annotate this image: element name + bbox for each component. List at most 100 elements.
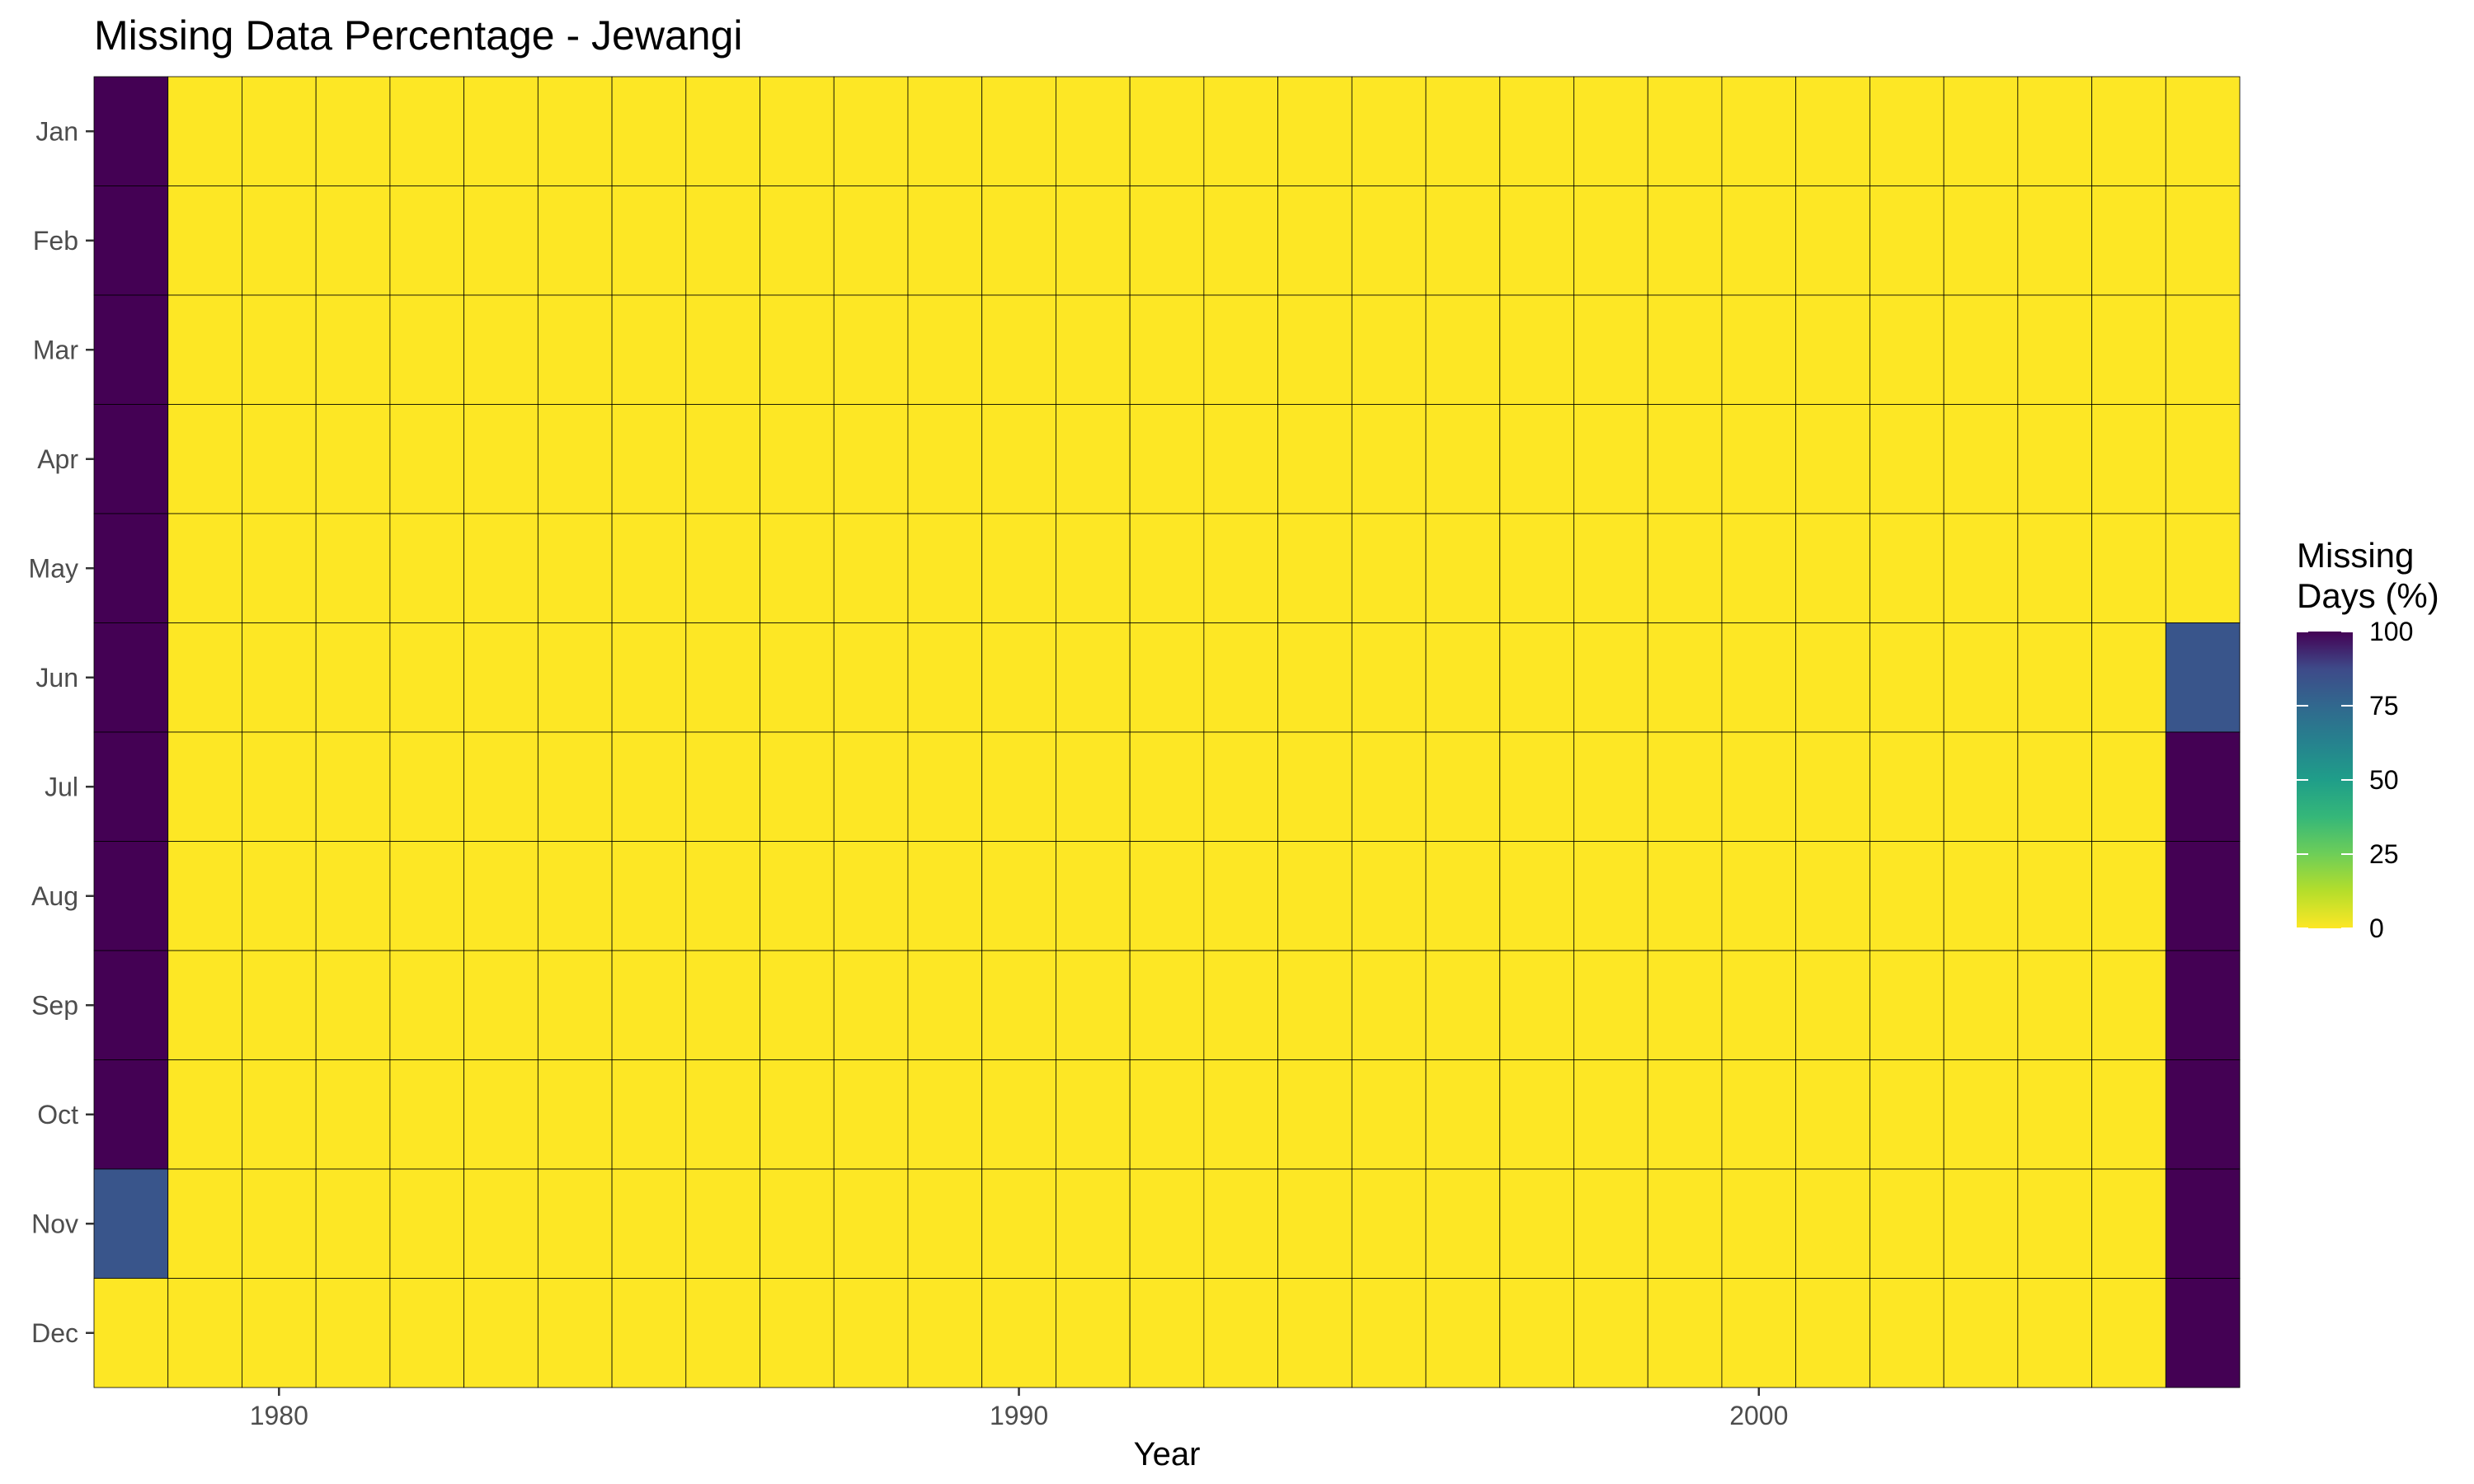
heatmap-cell [833, 841, 909, 951]
heatmap-cell [1203, 1278, 1278, 1388]
heatmap-cell [537, 731, 613, 842]
heatmap-cell [1129, 294, 1205, 405]
heatmap-cell [1056, 294, 1131, 405]
heatmap-cell [1203, 950, 1278, 1060]
heatmap-cell [760, 404, 835, 514]
heatmap-cell [463, 404, 539, 514]
heatmap-cell [685, 841, 760, 951]
heatmap-cell [1203, 622, 1278, 733]
heatmap-cell [315, 76, 391, 186]
heatmap-cell [1425, 1168, 1501, 1279]
heatmap-cell [537, 513, 613, 623]
heatmap-cell [1277, 841, 1352, 951]
heatmap-cell [1869, 1168, 1945, 1279]
heatmap-cell [1647, 622, 1723, 733]
heatmap-cell [760, 1278, 835, 1388]
y-tick-label: Feb [33, 226, 78, 256]
heatmap-cell [2017, 731, 2092, 842]
heatmap-cell [463, 950, 539, 1060]
heatmap-cell [1203, 404, 1278, 514]
heatmap-cell [760, 513, 835, 623]
heatmap-cell [1573, 186, 1649, 296]
heatmap-cell [93, 294, 169, 405]
chart-title: Missing Data Percentage - Jewangi [94, 12, 743, 59]
heatmap-cell [1351, 1278, 1427, 1388]
heatmap-cell [907, 186, 983, 296]
heatmap-cell [1277, 186, 1352, 296]
heatmap-cell [1129, 1059, 1205, 1170]
heatmap-cell [907, 513, 983, 623]
heatmap-cell [1647, 1059, 1723, 1170]
heatmap-cell [389, 513, 465, 623]
heatmap-cell [2017, 513, 2092, 623]
heatmap-cell [2091, 1278, 2166, 1388]
heatmap-cell [2165, 950, 2241, 1060]
heatmap-cell [242, 622, 317, 733]
heatmap-cell [1277, 731, 1352, 842]
heatmap-cell [1869, 76, 1945, 186]
heatmap-cell [242, 1168, 317, 1279]
heatmap-cell [1647, 186, 1723, 296]
heatmap-cell [907, 841, 983, 951]
y-tick-label: Nov [31, 1209, 78, 1238]
heatmap-cell [2017, 841, 2092, 951]
heatmap-cell [93, 731, 169, 842]
y-tick-label: Jun [35, 663, 78, 693]
heatmap-cell [389, 731, 465, 842]
heatmap-cell [1129, 1168, 1205, 1279]
heatmap-cell [93, 1059, 169, 1170]
heatmap-cell [1795, 841, 1870, 951]
heatmap-cell [760, 731, 835, 842]
heatmap-cell [611, 841, 687, 951]
heatmap-cell [685, 404, 760, 514]
heatmap-cell [760, 76, 835, 186]
heatmap-cell [537, 404, 613, 514]
heatmap-cell [1647, 950, 1723, 1060]
heatmap-cell [537, 1059, 613, 1170]
heatmap-cell [1056, 950, 1131, 1060]
heatmap-cell [685, 76, 760, 186]
heatmap-cell [685, 294, 760, 405]
heatmap-cell [1573, 1059, 1649, 1170]
heatmap-cell [1573, 513, 1649, 623]
heatmap-cell [167, 950, 242, 1060]
heatmap-cell [611, 622, 687, 733]
heatmap-cell [1943, 841, 2019, 951]
y-tick-label: Sep [31, 990, 78, 1020]
heatmap-cell [1056, 404, 1131, 514]
heatmap-cell [833, 186, 909, 296]
heatmap-cell [315, 622, 391, 733]
heatmap-cell [389, 1168, 465, 1279]
heatmap-cell [167, 186, 242, 296]
heatmap-cell [1499, 76, 1574, 186]
heatmap-cell [1573, 731, 1649, 842]
heatmap-cell [1795, 513, 1870, 623]
y-axis: Jan Feb Mar Apr May Jun Jul Aug Sep Oct Nov Dec [29, 116, 94, 1348]
heatmap-cell [1795, 404, 1870, 514]
heatmap-cell [315, 513, 391, 623]
heatmap-cell [167, 841, 242, 951]
heatmap-cell [2091, 622, 2166, 733]
heatmap-cell [1869, 950, 1945, 1060]
heatmap-cell [1425, 731, 1501, 842]
heatmap-cell [1499, 513, 1574, 623]
heatmap-cell [1425, 404, 1501, 514]
heatmap-cell [1277, 294, 1352, 405]
heatmap-cell [2017, 622, 2092, 733]
heatmap-cell [833, 950, 909, 1060]
heatmap-cell [1795, 186, 1870, 296]
heatmap-cell [981, 294, 1056, 405]
heatmap-cell [167, 76, 242, 186]
heatmap-cell [1351, 513, 1427, 623]
heatmap-cell [907, 1059, 983, 1170]
heatmap-cell [93, 622, 169, 733]
heatmap-cell [611, 731, 687, 842]
heatmap-cell [2091, 731, 2166, 842]
heatmap-cell [1499, 622, 1574, 733]
heatmap-cell [1573, 294, 1649, 405]
heatmap-cell [93, 76, 169, 186]
heatmap-cell [1351, 950, 1427, 1060]
heatmap-cell [1277, 1278, 1352, 1388]
legend-tick-label: 100 [2369, 617, 2413, 646]
